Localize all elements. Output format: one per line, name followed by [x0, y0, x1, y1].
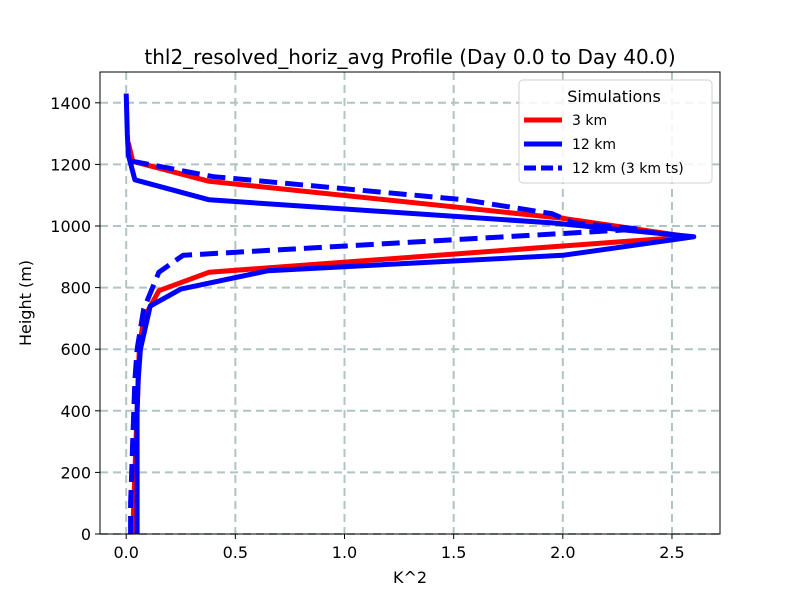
y-tick-label: 1400 — [50, 94, 91, 113]
x-tick-label: 1.0 — [332, 543, 357, 562]
chart-title: thl2_resolved_horiz_avg Profile (Day 0.0… — [144, 45, 675, 69]
y-tick-label: 1200 — [50, 155, 91, 174]
y-tick-label: 200 — [60, 463, 91, 482]
y-tick-label: 400 — [60, 402, 91, 421]
x-axis-ticks: 0.0 0.5 1.0 1.5 2.0 2.5 — [113, 534, 685, 562]
legend-box — [518, 79, 713, 184]
legend-label-1: 12 km — [572, 137, 616, 153]
y-tick-label: 800 — [60, 279, 91, 298]
plot-lines — [123, 93, 697, 535]
y-axis-label: Height (m) — [16, 260, 35, 346]
legend-label-2: 12 km (3 km ts) — [572, 161, 684, 177]
y-tick-label: 1000 — [50, 217, 91, 236]
y-axis-ticks: 0 200 400 600 800 1000 1200 1400 — [50, 94, 100, 544]
x-tick-label: 2.0 — [550, 543, 575, 562]
grid — [100, 72, 720, 535]
legend-label-0: 3 km — [572, 113, 607, 129]
legend: Simulations 3 km 12 km 12 km (3 km ts) — [518, 79, 713, 184]
legend-entries: 3 km 12 km 12 km (3 km ts) — [524, 113, 684, 177]
series-line-1 — [123, 93, 697, 534]
y-tick-label: 0 — [81, 525, 91, 544]
series-line-2 — [126, 153, 640, 534]
plot-frame — [99, 71, 721, 535]
y-tick-label: 600 — [60, 340, 91, 359]
x-tick-label: 0.0 — [113, 543, 138, 562]
x-tick-label: 0.5 — [223, 543, 248, 562]
x-tick-label: 2.5 — [659, 543, 684, 562]
legend-title: Simulations — [567, 87, 661, 106]
x-axis-label: K^2 — [393, 568, 427, 587]
x-tick-label: 1.5 — [441, 543, 466, 562]
